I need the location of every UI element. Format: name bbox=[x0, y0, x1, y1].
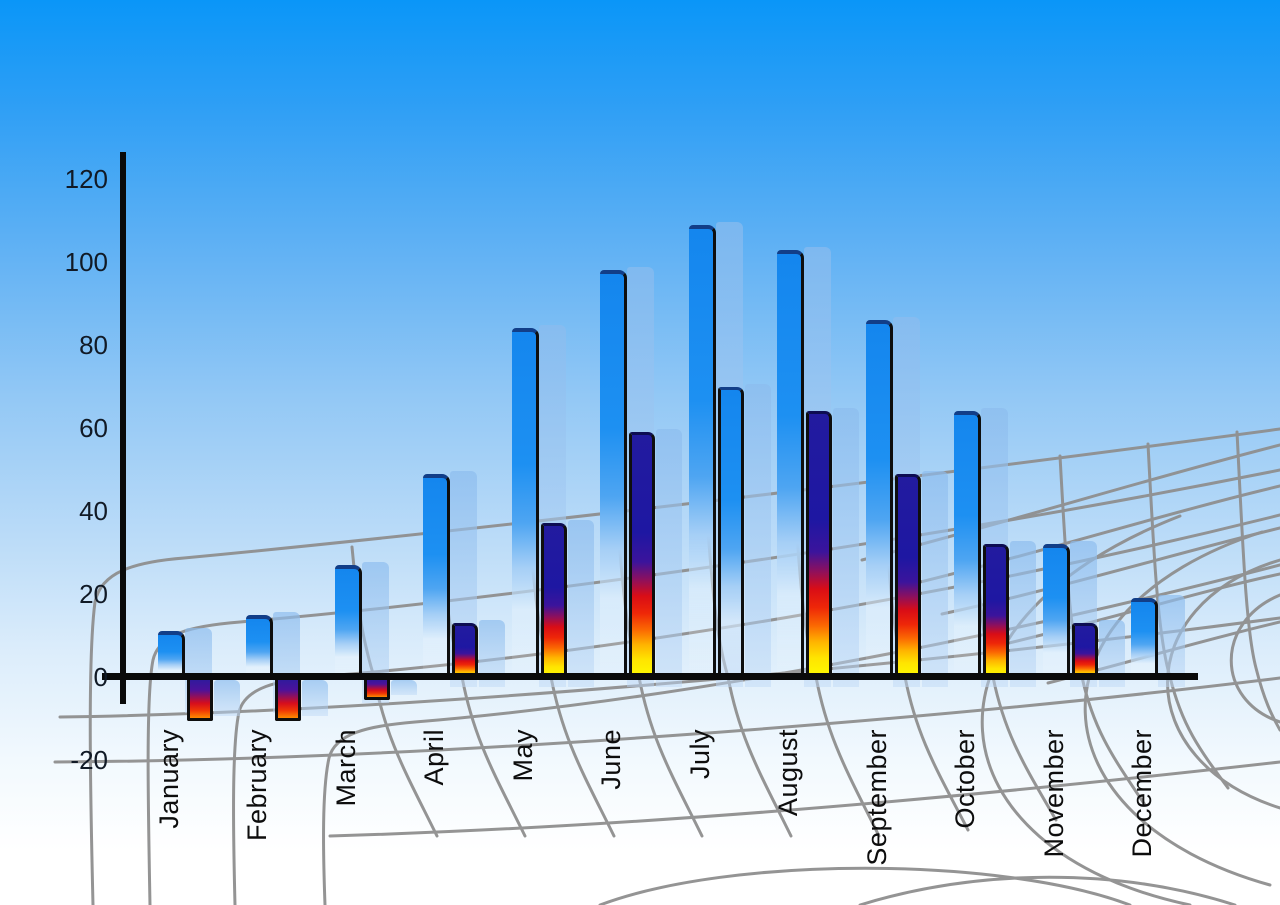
y-tick-label-120: 120 bbox=[64, 164, 108, 194]
y-tick-label-20: 20 bbox=[79, 579, 108, 609]
y-tick-label-40: 40 bbox=[79, 496, 108, 526]
bar-january-secondary bbox=[186, 679, 213, 721]
bar-march-main bbox=[334, 564, 362, 679]
month-label-february: February bbox=[242, 729, 272, 842]
bar-july-secondary-shadow bbox=[744, 383, 771, 687]
grid-bottom-curve bbox=[598, 866, 1132, 905]
bar-february-secondary-shadow bbox=[302, 680, 328, 716]
bar-october-main bbox=[954, 411, 981, 679]
bar-october-secondary bbox=[983, 544, 1009, 679]
bar-september-main bbox=[865, 320, 893, 679]
month-label-november: November bbox=[1038, 729, 1069, 858]
bar-february-main bbox=[246, 614, 273, 679]
bar-july-main bbox=[688, 224, 716, 679]
bar-may-secondary-shadow bbox=[567, 520, 594, 687]
bar-june-secondary bbox=[629, 432, 655, 679]
bar-january-secondary-shadow bbox=[213, 680, 240, 716]
month-label-january: January bbox=[153, 729, 184, 829]
y-axis-line bbox=[120, 152, 126, 704]
bar-september-secondary bbox=[894, 473, 921, 679]
month-label-may: May bbox=[507, 729, 538, 782]
bar-march-secondary-shadow bbox=[390, 680, 417, 695]
month-label-september: September bbox=[861, 729, 892, 866]
y-tick-label-0: 0 bbox=[93, 662, 108, 692]
bar-august-secondary-shadow bbox=[833, 408, 859, 687]
bar-june-main bbox=[600, 270, 627, 679]
bar-february-secondary bbox=[275, 679, 301, 721]
month-label-october: October bbox=[950, 729, 980, 829]
bar-january-main bbox=[157, 631, 185, 679]
bar-october-secondary-shadow bbox=[1010, 541, 1036, 687]
y-tick-label-60: 60 bbox=[79, 413, 108, 443]
grid-latitude bbox=[328, 760, 1280, 838]
y-tick-label--20: -20 bbox=[70, 745, 108, 775]
bar-november-secondary bbox=[1071, 623, 1098, 679]
bar-december-main-shadow bbox=[1158, 595, 1185, 687]
bar-april-main bbox=[423, 473, 450, 679]
grid-longitude bbox=[1235, 430, 1280, 732]
grid-arc bbox=[1229, 593, 1280, 724]
bar-september-secondary-shadow bbox=[921, 470, 948, 687]
month-label-march: March bbox=[330, 729, 361, 807]
y-tick-label-100: 100 bbox=[64, 247, 108, 277]
month-label-december: December bbox=[1127, 729, 1157, 858]
month-label-june: June bbox=[596, 729, 626, 790]
bar-june-secondary-shadow bbox=[656, 429, 682, 687]
bar-november-main bbox=[1042, 544, 1070, 679]
month-label-april: April bbox=[419, 729, 449, 786]
month-label-august: August bbox=[773, 729, 803, 817]
y-tick-label-80: 80 bbox=[79, 330, 108, 360]
bar-august-main bbox=[777, 249, 804, 679]
bar-may-secondary bbox=[540, 523, 567, 679]
bar-december-main bbox=[1131, 598, 1158, 679]
bar-march-secondary bbox=[363, 679, 390, 700]
bar-august-secondary bbox=[806, 411, 832, 679]
bar-july-secondary bbox=[717, 386, 744, 679]
bar-april-secondary bbox=[452, 623, 478, 679]
month-label-july: July bbox=[684, 729, 715, 780]
x-axis-line bbox=[102, 673, 1198, 680]
grid-bottom-curve bbox=[858, 875, 1237, 905]
bar-may-main bbox=[511, 328, 539, 679]
grid-crosshatch bbox=[860, 443, 1280, 562]
grid-arc bbox=[1083, 530, 1272, 887]
grid-latitude bbox=[53, 676, 1280, 764]
